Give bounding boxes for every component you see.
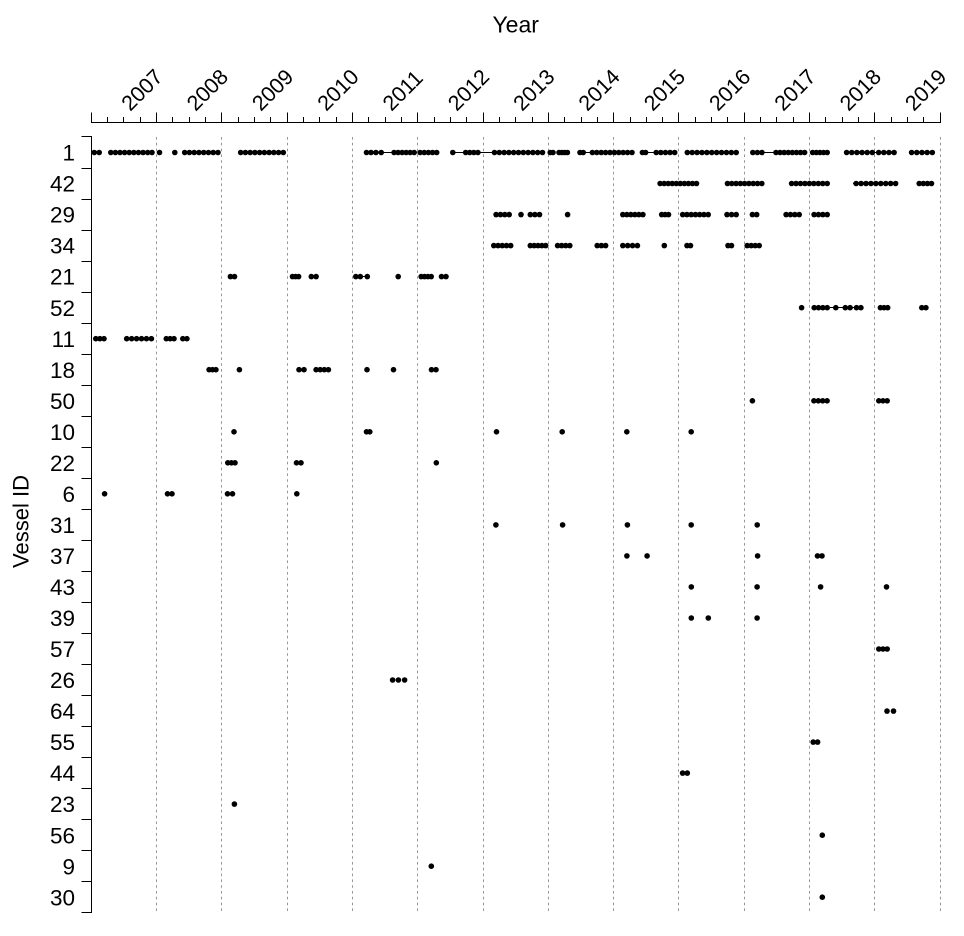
svg-text:11: 11 [52,327,75,352]
svg-text:Year: Year [492,12,539,38]
svg-text:34: 34 [50,234,75,259]
svg-text:57: 57 [50,637,75,662]
svg-text:56: 56 [50,823,75,848]
svg-text:44: 44 [50,761,75,786]
svg-text:18: 18 [50,358,75,383]
svg-text:21: 21 [50,265,75,290]
svg-text:64: 64 [50,699,75,724]
svg-text:50: 50 [50,389,75,414]
svg-text:1: 1 [62,141,75,166]
svg-text:31: 31 [50,513,75,538]
svg-text:37: 37 [50,544,75,569]
svg-text:23: 23 [50,792,75,817]
svg-text:55: 55 [50,730,75,755]
svg-text:42: 42 [50,172,75,197]
svg-text:Vessel ID: Vessel ID [8,475,33,568]
svg-text:9: 9 [62,854,75,879]
svg-text:29: 29 [50,203,75,228]
svg-text:6: 6 [62,482,75,507]
svg-text:30: 30 [50,885,75,910]
svg-text:52: 52 [50,296,75,321]
svg-text:26: 26 [50,668,75,693]
svg-text:22: 22 [50,451,75,476]
svg-text:10: 10 [50,420,75,445]
svg-text:43: 43 [50,575,75,600]
svg-text:39: 39 [50,606,75,631]
